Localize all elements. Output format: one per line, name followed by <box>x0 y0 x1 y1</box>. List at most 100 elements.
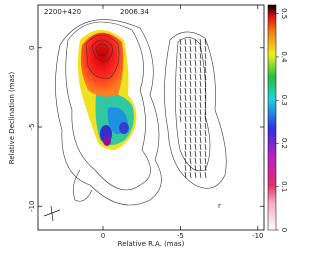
evpa-vector <box>184 80 187 88</box>
x-tick-label: -10 <box>252 232 263 240</box>
evpa-vector <box>189 129 192 137</box>
evpa-vector <box>204 143 207 151</box>
source-label: 2200+420 <box>44 8 81 16</box>
evpa-vector <box>184 52 187 60</box>
evpa-vector <box>184 129 187 137</box>
image-left <box>55 19 162 206</box>
colorbar-tick-label: 0 <box>280 228 288 232</box>
evpa-vector <box>204 150 207 158</box>
evpa-vector <box>189 136 192 144</box>
y-tick-label: -5 <box>28 124 36 131</box>
y-axis-label: Relative Declination (mas) <box>8 71 16 164</box>
evpa-vector <box>204 94 207 102</box>
evpa-vector <box>194 115 197 123</box>
evpa-vector <box>204 101 207 109</box>
evpa-vector <box>194 73 197 81</box>
annotation: r <box>218 202 221 210</box>
evpa-vector <box>199 164 202 172</box>
evpa-vector <box>179 45 182 53</box>
evpa-vector <box>184 94 187 102</box>
evpa-vector <box>179 38 182 46</box>
evpa-vector <box>179 59 182 67</box>
evpa-vector <box>199 45 202 53</box>
evpa-vector <box>204 38 207 46</box>
evpa-vector <box>189 164 192 172</box>
evpa-vector <box>194 143 197 151</box>
evpa-vector <box>194 94 197 102</box>
evpa-vector <box>184 87 187 95</box>
evpa-vector <box>199 87 202 95</box>
evpa-vector <box>184 45 187 53</box>
evpa-vector <box>194 38 197 46</box>
evpa-vector <box>199 150 202 158</box>
evpa-vector <box>199 157 202 165</box>
evpa-vector <box>194 157 197 165</box>
evpa-vector <box>179 87 182 95</box>
evpa-vector <box>199 143 202 151</box>
evpa-vector <box>189 150 192 158</box>
evpa-vector <box>194 136 197 144</box>
evpa-vector <box>179 80 182 88</box>
evpa-vector <box>204 87 207 95</box>
evpa-vector <box>194 171 197 179</box>
evpa-vector <box>189 115 192 123</box>
image-right <box>164 31 227 189</box>
evpa-vector <box>184 66 187 74</box>
evpa-vector <box>204 129 207 137</box>
evpa-vector <box>199 122 202 130</box>
evpa-vector <box>179 94 182 102</box>
evpa-vector <box>184 59 187 67</box>
evpa-vector <box>204 157 207 165</box>
evpa-vector <box>199 66 202 74</box>
evpa-vector <box>204 73 207 81</box>
x-axis-label: Relative R.A. (mas) <box>118 240 185 248</box>
evpa-vector <box>194 108 197 116</box>
evpa-vector <box>189 108 192 116</box>
colorbar <box>267 4 277 231</box>
evpa-vector <box>189 59 192 67</box>
evpa-vector <box>179 115 182 123</box>
evpa-vector <box>194 66 197 74</box>
evpa-vector <box>199 108 202 116</box>
evpa-vector <box>189 87 192 95</box>
evpa-vector <box>189 38 192 46</box>
evpa-vector <box>184 157 187 165</box>
beam <box>43 205 61 222</box>
evpa-vector <box>199 129 202 137</box>
y-tick-label: 0 <box>28 46 36 50</box>
colorbar-tick-label: 0.1 <box>280 181 288 192</box>
evpa-vector <box>204 171 207 179</box>
evpa-vector <box>199 52 202 60</box>
colorbar-tick-label: 0.5 <box>280 8 288 19</box>
colorbar-tick-label: 0.3 <box>280 95 288 106</box>
colorbar-tick-label: 0.2 <box>280 138 288 149</box>
evpa-vector <box>184 143 187 151</box>
evpa-vector <box>189 143 192 151</box>
evpa-vector <box>204 115 207 123</box>
evpa-vector <box>194 59 197 67</box>
evpa-vector <box>204 45 207 53</box>
evpa-vector <box>194 164 197 172</box>
evpa-vector <box>184 164 187 172</box>
evpa-vector <box>194 45 197 53</box>
evpa-vector <box>189 101 192 109</box>
evpa-vector <box>204 164 207 172</box>
evpa-vector <box>184 108 187 116</box>
evpa-vector <box>204 80 207 88</box>
evpa-vector <box>184 115 187 123</box>
evpa-vector <box>184 73 187 81</box>
evpa-vector <box>189 66 192 74</box>
evpa-vector <box>189 122 192 130</box>
evpa-vector <box>199 101 202 109</box>
evpa-vector <box>199 115 202 123</box>
evpa-vector <box>189 94 192 102</box>
evpa-vector <box>194 150 197 158</box>
evpa-vector <box>179 101 182 109</box>
evpa-vector <box>204 136 207 144</box>
evpa-vector <box>204 66 207 74</box>
evpa-vector <box>189 80 192 88</box>
x-tick-label: 0 <box>101 232 105 240</box>
evpa-vector <box>194 52 197 60</box>
evpa-vector <box>199 171 202 179</box>
